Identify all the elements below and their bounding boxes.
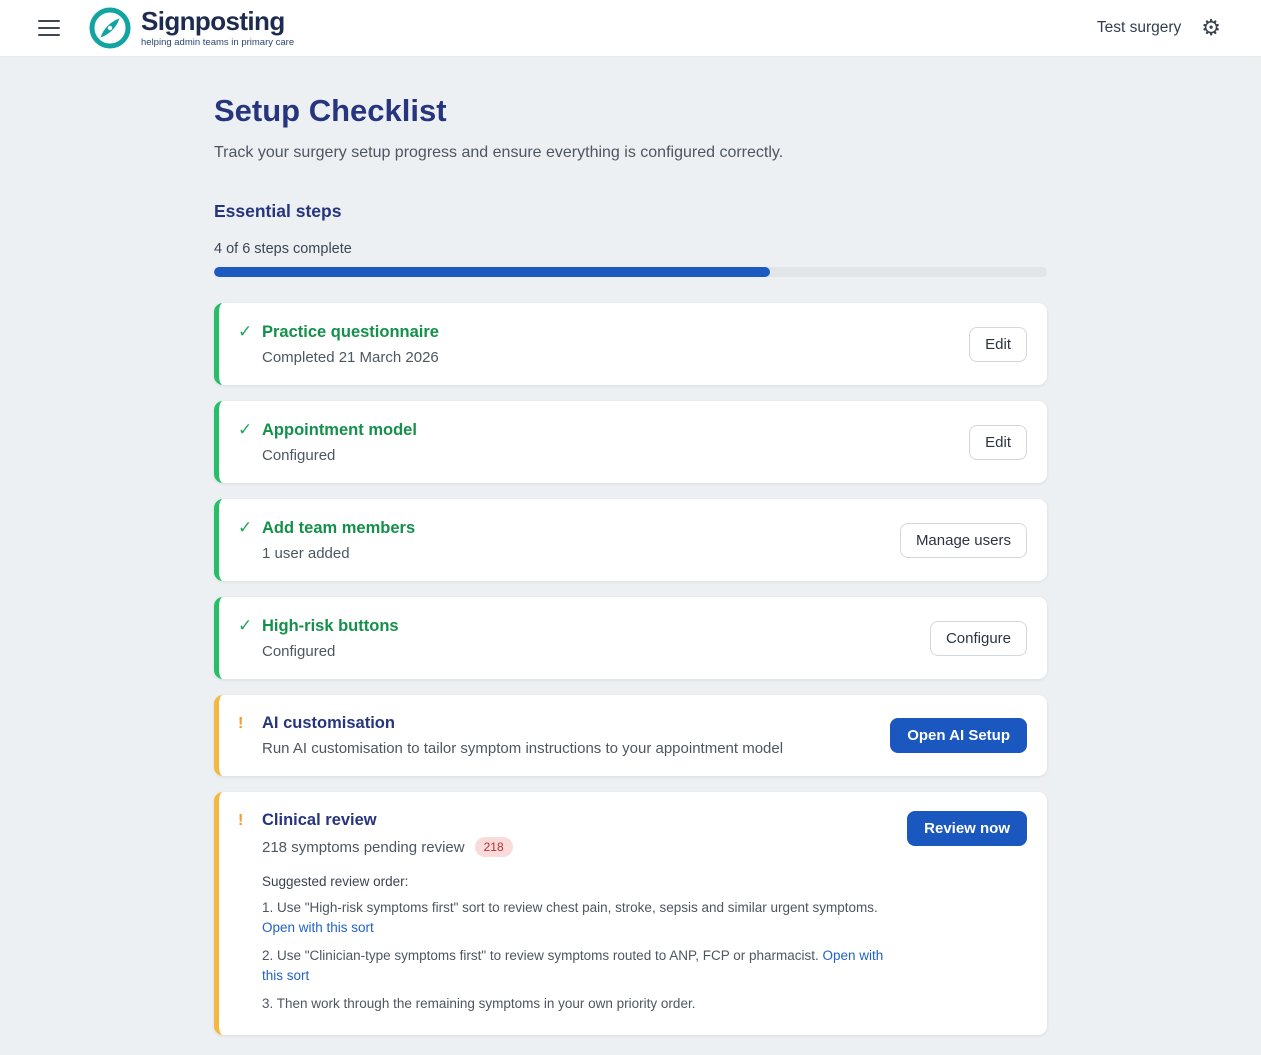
open-with-sort-link-clinician-type[interactable]: Open with this sort xyxy=(262,948,884,983)
review-step-3: 3. Then work through the remaining sympt… xyxy=(262,996,696,1012)
check-icon: ✓ xyxy=(238,420,253,439)
step-title: AI customisation xyxy=(262,714,395,732)
surgery-name: Test surgery xyxy=(1096,19,1182,36)
page-title: Setup Checklist xyxy=(214,93,447,128)
review-step-2: 2. Use "Clinician-type symptoms first" t… xyxy=(262,948,884,983)
settings-gear-icon[interactable]: ⚙ xyxy=(1201,15,1221,40)
checklist-card-appointment-model: ✓ Appointment model Configured Edit xyxy=(214,401,1047,483)
pending-count-badge: 218 xyxy=(474,837,513,857)
check-icon: ✓ xyxy=(238,322,253,341)
step-subtitle: Configured xyxy=(262,643,336,660)
brand-name: Signposting xyxy=(141,6,285,37)
open-ai-setup-button[interactable]: Open AI Setup xyxy=(890,718,1027,753)
review-step-1: 1. Use "High-risk symptoms first" sort t… xyxy=(262,900,878,935)
step-subtitle: 218 symptoms pending review xyxy=(262,838,465,856)
suggested-review-order: Suggested review order: 1. Use "High-ris… xyxy=(262,874,902,1014)
progress-fill xyxy=(214,267,770,277)
compass-logo-icon xyxy=(89,7,131,49)
progress-label: 4 of 6 steps complete xyxy=(214,241,352,257)
progress-bar xyxy=(214,267,1047,277)
checklist: ✓ Practice questionnaire Completed 21 Ma… xyxy=(214,303,1047,1055)
edit-appointment-model-button[interactable]: Edit xyxy=(969,424,1027,460)
check-icon: ✓ xyxy=(238,518,253,537)
step-title: Practice questionnaire xyxy=(262,323,439,341)
checklist-card-ai-customisation: ! AI customisation Run AI customisation … xyxy=(214,695,1047,776)
manage-users-button[interactable]: Manage users xyxy=(899,522,1027,558)
step-title: Add team members xyxy=(262,519,416,537)
warning-icon: ! xyxy=(238,715,244,732)
checklist-card-clinical-review: ! Clinical review 218 symptoms pending r… xyxy=(214,792,1047,1035)
check-icon: ✓ xyxy=(238,616,253,635)
app-header: Signposting helping admin teams in prima… xyxy=(0,0,1261,57)
brand-tagline: helping admin teams in primary care xyxy=(141,36,295,48)
step-title: High-risk buttons xyxy=(262,617,399,635)
review-order-heading: Suggested review order: xyxy=(262,874,409,889)
review-now-button[interactable]: Review now xyxy=(907,811,1027,846)
step-subtitle: Completed 21 March 2026 xyxy=(262,349,439,366)
essential-steps-heading: Essential steps xyxy=(214,201,342,221)
step-subtitle: Configured xyxy=(262,447,336,464)
warning-icon: ! xyxy=(238,812,244,829)
checklist-card-high-risk-buttons: ✓ High-risk buttons Configured Configure xyxy=(214,597,1047,679)
main-content: Setup Checklist Track your surgery setup… xyxy=(214,57,1047,1055)
step-title: Appointment model xyxy=(262,421,417,439)
configure-high-risk-buttons-button[interactable]: Configure xyxy=(929,620,1027,656)
brand-logo[interactable]: Signposting helping admin teams in prima… xyxy=(88,6,294,50)
menu-icon[interactable] xyxy=(38,20,60,36)
checklist-card-practice-questionnaire: ✓ Practice questionnaire Completed 21 Ma… xyxy=(214,303,1047,385)
step-subtitle: Run AI customisation to tailor symptom i… xyxy=(262,740,784,757)
edit-practice-questionnaire-button[interactable]: Edit xyxy=(969,326,1027,362)
page-subtitle: Track your surgery setup progress and en… xyxy=(214,144,784,161)
open-with-sort-link-high-risk[interactable]: Open with this sort xyxy=(262,919,374,935)
step-title: Clinical review xyxy=(262,811,377,829)
step-subtitle: 1 user added xyxy=(262,545,350,562)
checklist-card-add-team-members: ✓ Add team members 1 user added Manage u… xyxy=(214,499,1047,581)
